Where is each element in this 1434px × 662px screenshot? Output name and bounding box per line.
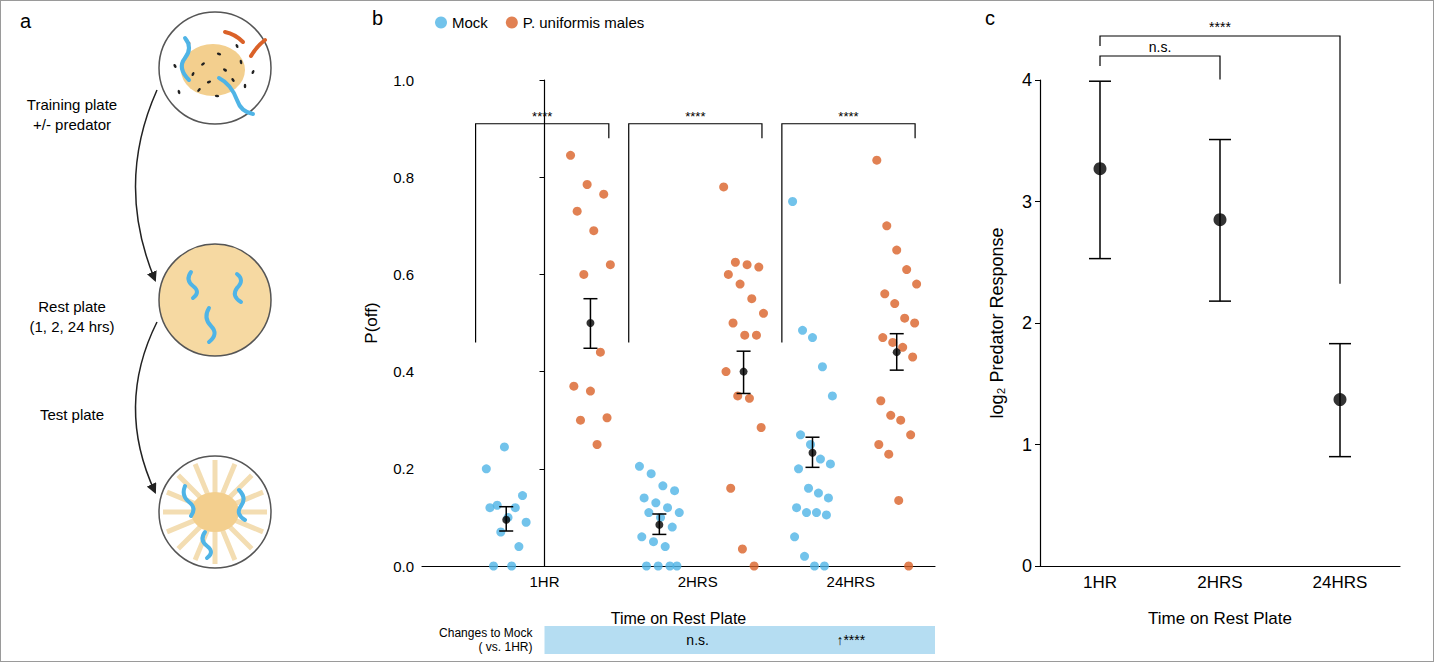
svg-text:4: 4: [1022, 70, 1032, 90]
svg-text:1HR: 1HR: [529, 573, 559, 590]
svg-text:c: c: [985, 7, 995, 29]
svg-text:3: 3: [1022, 192, 1032, 212]
svg-text:↑****: ↑****: [836, 632, 865, 648]
svg-text:2HRS: 2HRS: [1197, 573, 1242, 592]
svg-text:0.8: 0.8: [393, 169, 414, 186]
svg-text:0.4: 0.4: [393, 363, 414, 380]
svg-text:2HRS: 2HRS: [678, 573, 718, 590]
svg-text:Training plate: Training plate: [27, 96, 117, 113]
svg-text:2: 2: [1022, 313, 1032, 333]
svg-text:log₂ Predator Response: log₂ Predator Response: [987, 227, 1007, 418]
svg-text:0.2: 0.2: [393, 460, 414, 477]
svg-text:****: ****: [685, 109, 705, 124]
svg-text:0: 0: [1022, 556, 1032, 576]
svg-text:****: ****: [532, 109, 552, 124]
svg-text:a: a: [20, 10, 32, 32]
svg-text:P. uniformis males: P. uniformis males: [523, 14, 644, 31]
svg-text:( vs. 1HR): ( vs. 1HR): [479, 640, 533, 654]
svg-text:Time on Rest Plate: Time on Rest Plate: [1148, 609, 1292, 628]
svg-text:Rest plate: Rest plate: [38, 298, 106, 315]
svg-text:(1, 2, 24 hrs): (1, 2, 24 hrs): [29, 318, 114, 335]
svg-text:P(off): P(off): [362, 302, 381, 343]
svg-text:Changes to Mock: Changes to Mock: [439, 626, 533, 640]
svg-text:****: ****: [1209, 19, 1231, 35]
svg-text:24HRS: 24HRS: [1313, 573, 1368, 592]
svg-text:+/- predator: +/- predator: [33, 116, 111, 133]
svg-text:Mock: Mock: [452, 14, 488, 31]
svg-text:1HR: 1HR: [1083, 573, 1117, 592]
svg-text:n.s.: n.s.: [1149, 39, 1172, 55]
svg-text:b: b: [372, 7, 383, 29]
svg-text:24HRS: 24HRS: [827, 573, 875, 590]
svg-text:n.s.: n.s.: [686, 632, 709, 648]
svg-text:1: 1: [1022, 435, 1032, 455]
svg-text:1.0: 1.0: [393, 72, 414, 89]
svg-text:0.6: 0.6: [393, 266, 414, 283]
svg-text:Test plate: Test plate: [40, 406, 104, 423]
svg-text:****: ****: [838, 109, 858, 124]
svg-text:0.0: 0.0: [393, 558, 414, 575]
svg-text:Time on Rest Plate: Time on Rest Plate: [611, 610, 747, 627]
